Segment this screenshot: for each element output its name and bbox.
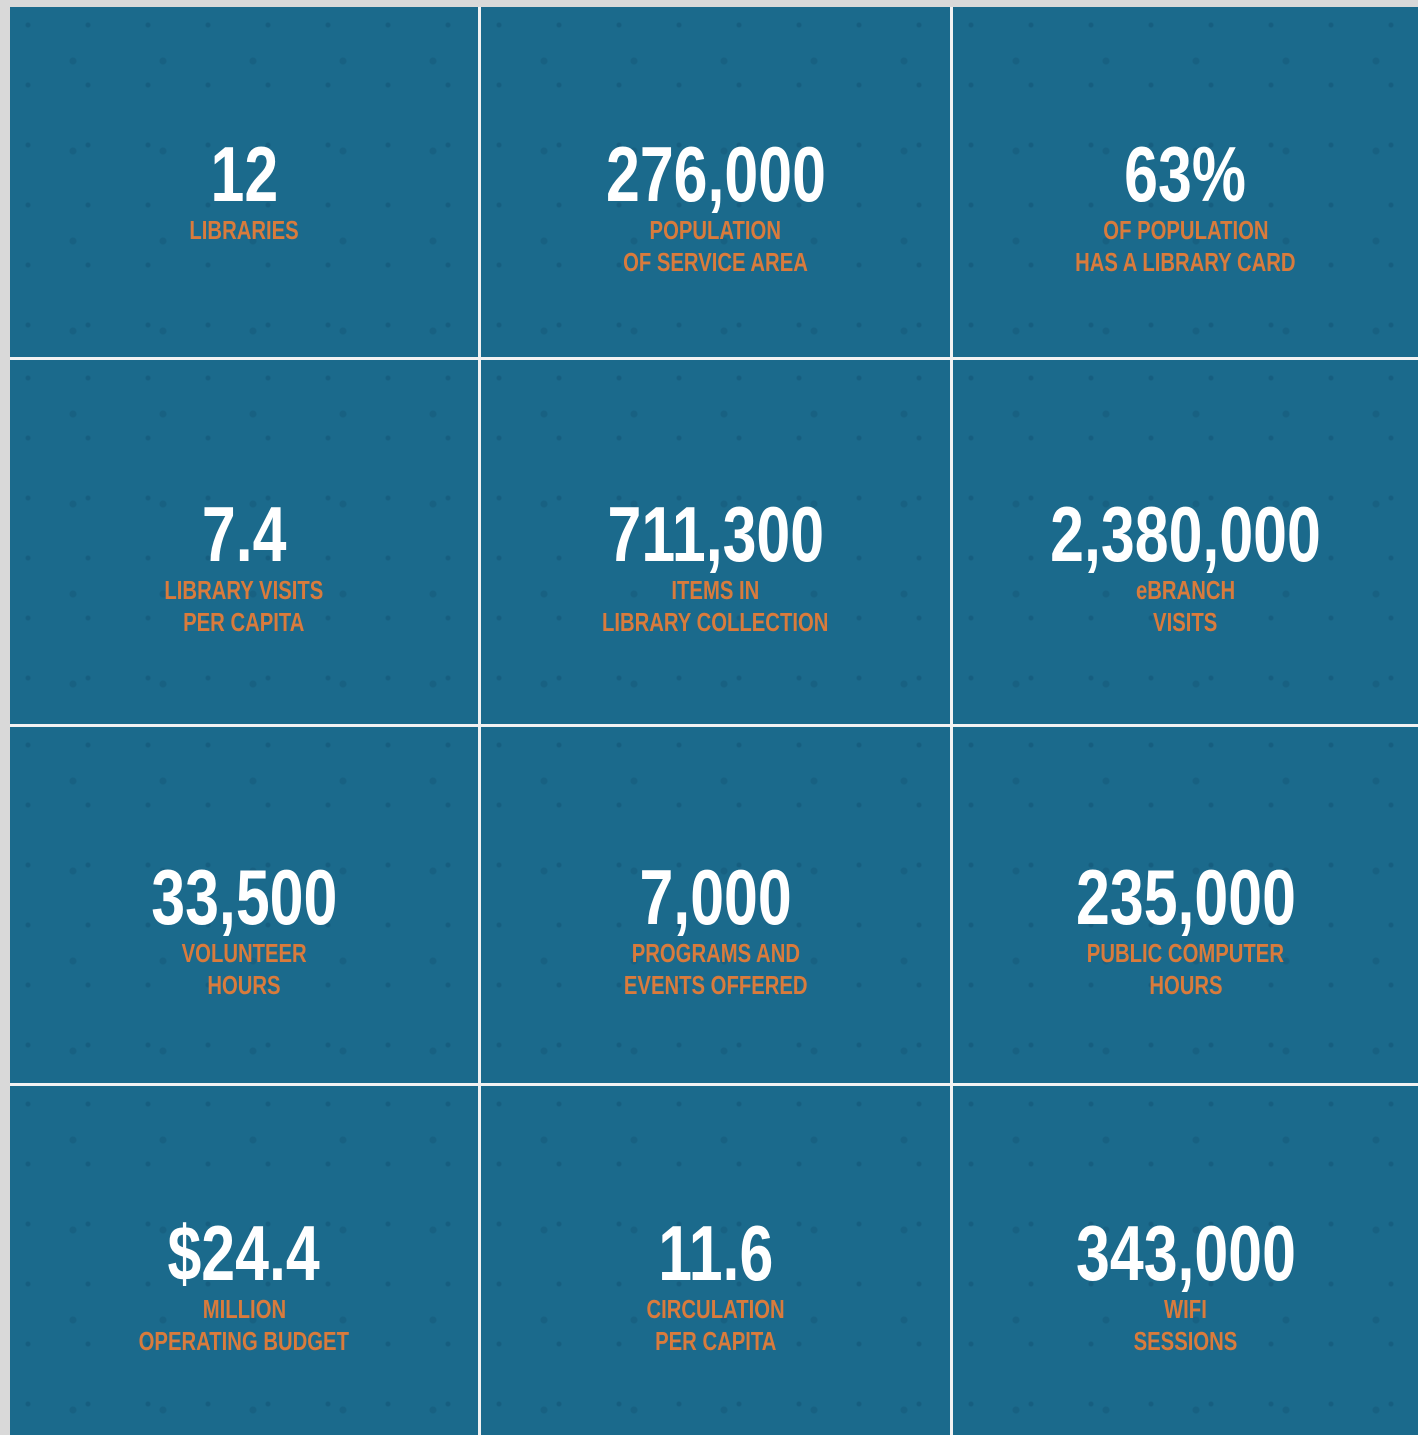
stat-label: ITEMS IN bbox=[481, 574, 950, 606]
stat-label: PER CAPITA bbox=[481, 1325, 950, 1357]
stat-label: PROGRAMS AND bbox=[481, 937, 950, 969]
stat-label: eBRANCH bbox=[953, 574, 1418, 606]
stat-label: PUBLIC COMPUTER bbox=[953, 937, 1418, 969]
stat-value: 7.4 bbox=[10, 495, 478, 573]
stat-value: 63% bbox=[953, 135, 1418, 213]
stat-label: PER CAPITA bbox=[10, 606, 478, 638]
stat-label: LIBRARY VISITS bbox=[10, 574, 478, 606]
stat-label: CIRCULATION bbox=[481, 1293, 950, 1325]
stat-label: OF SERVICE AREA bbox=[481, 246, 950, 278]
stat-label: POPULATION bbox=[481, 214, 950, 246]
stat-value: 7,000 bbox=[481, 858, 950, 936]
stat-label: WIFI bbox=[953, 1293, 1418, 1325]
stat-label: MILLION bbox=[10, 1293, 478, 1325]
page: {"cells": [ {"value": "12", "label": ["L… bbox=[0, 0, 1418, 1435]
stat-label: VISITS bbox=[953, 606, 1418, 638]
stat-label: VOLUNTEER bbox=[10, 937, 478, 969]
stat-label: SESSIONS bbox=[953, 1325, 1418, 1357]
stat-value: 2,380,000 bbox=[953, 495, 1418, 573]
stat-value: 711,300 bbox=[481, 495, 950, 573]
stat-label: LIBRARIES bbox=[10, 214, 478, 246]
stat-value: 12 bbox=[10, 135, 478, 213]
stat-label: LIBRARY COLLECTION bbox=[481, 606, 950, 638]
stat-value: 343,000 bbox=[953, 1214, 1418, 1292]
stat-value: 276,000 bbox=[481, 135, 950, 213]
stat-label: HOURS bbox=[10, 969, 478, 1001]
stat-value: 11.6 bbox=[481, 1214, 950, 1292]
stat-label: OPERATING BUDGET bbox=[10, 1325, 478, 1357]
stat-value: 235,000 bbox=[953, 858, 1418, 936]
stat-label: HOURS bbox=[953, 969, 1418, 1001]
stat-label: EVENTS OFFERED bbox=[481, 969, 950, 1001]
stat-label: HAS A LIBRARY CARD bbox=[953, 246, 1418, 278]
stat-value: $24.4 bbox=[10, 1214, 478, 1292]
stat-value: 33,500 bbox=[10, 858, 478, 936]
stat-label: OF POPULATION bbox=[953, 214, 1418, 246]
